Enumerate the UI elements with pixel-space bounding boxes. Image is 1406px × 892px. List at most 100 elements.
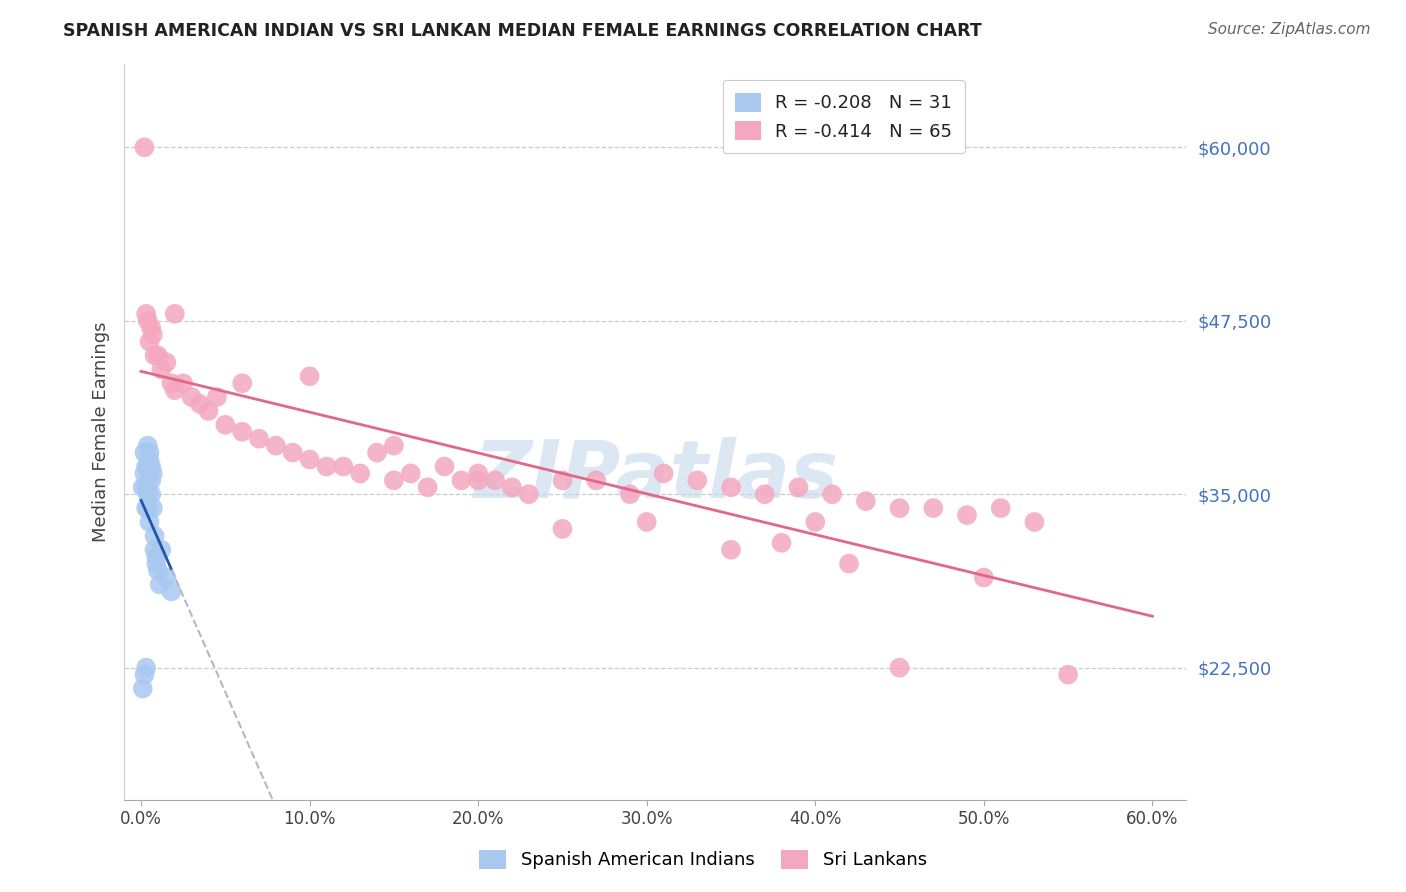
Point	[214, 417, 236, 432]
Point	[135, 501, 157, 516]
Point	[138, 445, 160, 459]
Point	[163, 383, 186, 397]
Point	[142, 327, 165, 342]
Point	[188, 397, 211, 411]
Point	[136, 459, 159, 474]
Point	[264, 439, 287, 453]
Point	[332, 459, 354, 474]
Point	[652, 467, 675, 481]
Point	[433, 459, 456, 474]
Point	[155, 355, 177, 369]
Point	[551, 522, 574, 536]
Text: Source: ZipAtlas.com: Source: ZipAtlas.com	[1208, 22, 1371, 37]
Point	[366, 445, 388, 459]
Point	[160, 376, 183, 391]
Point	[141, 459, 163, 474]
Point	[132, 681, 155, 696]
Point	[889, 661, 911, 675]
Point	[134, 667, 156, 681]
Point	[141, 320, 163, 334]
Point	[467, 474, 489, 488]
Point	[146, 564, 169, 578]
Point	[821, 487, 844, 501]
Point	[143, 349, 166, 363]
Point	[142, 467, 165, 481]
Point	[382, 439, 405, 453]
Point	[155, 570, 177, 584]
Point	[889, 501, 911, 516]
Point	[382, 474, 405, 488]
Y-axis label: Median Female Earnings: Median Female Earnings	[93, 321, 110, 542]
Point	[619, 487, 641, 501]
Point	[922, 501, 945, 516]
Point	[134, 467, 156, 481]
Point	[134, 140, 156, 154]
Legend: R = -0.208   N = 31, R = -0.414   N = 65: R = -0.208 N = 31, R = -0.414 N = 65	[723, 80, 965, 153]
Point	[141, 487, 163, 501]
Point	[1024, 515, 1046, 529]
Point	[172, 376, 194, 391]
Point	[787, 480, 810, 494]
Point	[770, 536, 793, 550]
Point	[720, 542, 742, 557]
Point	[298, 369, 321, 384]
Point	[138, 467, 160, 481]
Point	[956, 508, 979, 522]
Point	[973, 570, 995, 584]
Point	[138, 452, 160, 467]
Point	[135, 661, 157, 675]
Point	[450, 474, 472, 488]
Point	[132, 480, 155, 494]
Point	[145, 549, 167, 564]
Point	[143, 542, 166, 557]
Point	[686, 474, 709, 488]
Point	[136, 314, 159, 328]
Point	[180, 390, 202, 404]
Point	[134, 445, 156, 459]
Point	[484, 474, 506, 488]
Point	[416, 480, 439, 494]
Point	[754, 487, 776, 501]
Point	[585, 474, 607, 488]
Point	[517, 487, 540, 501]
Point	[138, 334, 160, 349]
Point	[136, 487, 159, 501]
Point	[138, 515, 160, 529]
Point	[143, 529, 166, 543]
Point	[804, 515, 827, 529]
Point	[197, 404, 219, 418]
Point	[231, 425, 253, 439]
Point	[281, 445, 304, 459]
Point	[1057, 667, 1080, 681]
Point	[315, 459, 337, 474]
Point	[205, 390, 228, 404]
Point	[720, 480, 742, 494]
Point	[467, 467, 489, 481]
Point	[136, 501, 159, 516]
Point	[136, 439, 159, 453]
Text: SPANISH AMERICAN INDIAN VS SRI LANKAN MEDIAN FEMALE EARNINGS CORRELATION CHART: SPANISH AMERICAN INDIAN VS SRI LANKAN ME…	[63, 22, 981, 40]
Point	[160, 584, 183, 599]
Point	[150, 362, 173, 376]
Point	[150, 542, 173, 557]
Point	[146, 349, 169, 363]
Legend: Spanish American Indians, Sri Lankans: Spanish American Indians, Sri Lankans	[470, 841, 936, 879]
Point	[399, 467, 422, 481]
Point	[135, 307, 157, 321]
Point	[247, 432, 270, 446]
Point	[551, 474, 574, 488]
Point	[135, 480, 157, 494]
Point	[838, 557, 860, 571]
Point	[349, 467, 371, 481]
Point	[163, 307, 186, 321]
Text: ZIPatlas: ZIPatlas	[472, 437, 838, 515]
Point	[855, 494, 877, 508]
Point	[636, 515, 658, 529]
Point	[135, 459, 157, 474]
Point	[501, 480, 523, 494]
Point	[142, 501, 165, 516]
Point	[990, 501, 1012, 516]
Point	[231, 376, 253, 391]
Point	[141, 474, 163, 488]
Point	[145, 557, 167, 571]
